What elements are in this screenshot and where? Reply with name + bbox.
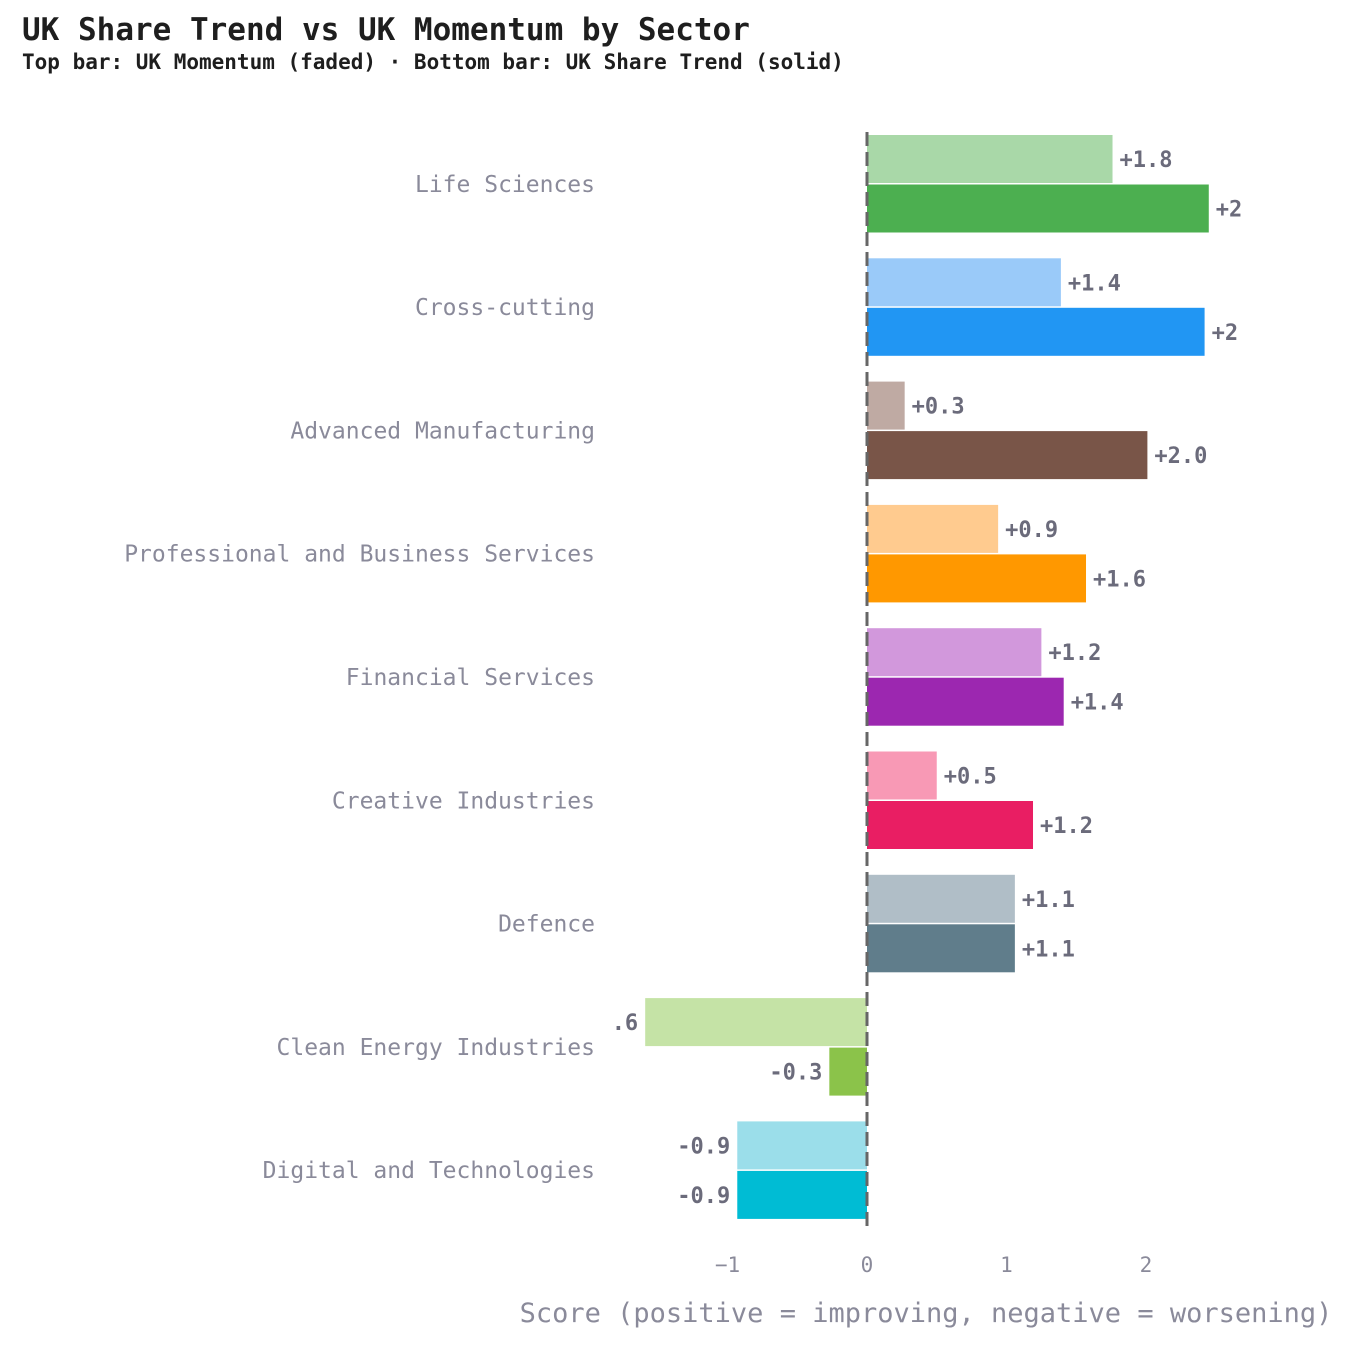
momentum-bar [867,751,937,800]
category-label: Life Sciences [415,172,595,198]
momentum-bar [867,381,905,430]
category-label: Digital and Technologies [263,1158,595,1184]
chart-title: UK Share Trend vs UK Momentum by Sector [22,12,750,48]
category-label: Financial Services [346,665,595,691]
value-label: +1.4 [1068,271,1121,296]
x-tick-label: −1 [715,1253,740,1277]
momentum-bar [867,135,1113,183]
value-label: +0.5 [944,765,997,790]
category-label: Creative Industries [332,788,595,814]
bars-group [645,135,1209,1219]
chart-subtitle: Top bar: UK Momentum (faded) · Bottom ba… [22,50,844,74]
value-labels: +1.8 +2 +1.4 +2 +0.3 +2.0 +0.9 +1.6 +1.2 +1.4 +0.5… [612,148,1243,1209]
momentum-bar [645,998,867,1047]
category-labels: Life Sciences Cross-cutting Advanced Manuf… [124,172,595,1184]
momentum-bar [867,628,1042,677]
share-trend-bar [867,307,1205,356]
x-axis-label: Score (positive = improving, negative = … [520,1298,1333,1329]
value-label: +1.1 [1022,888,1075,913]
value-label: +2.0 [1154,444,1207,469]
value-label: +1.6 [1093,567,1146,592]
share-trend-bar [867,431,1148,480]
value-label: +0.9 [1005,518,1058,543]
share-trend-bar [867,554,1087,603]
share-trend-bar [867,801,1034,849]
share-trend-bar [867,924,1015,973]
value-label: +2 [1216,198,1243,223]
value-label: +1.4 [1071,691,1124,716]
value-label: +2 [1212,321,1239,346]
value-label: +1.8 [1120,148,1173,173]
value-label: -0.3 [769,1061,822,1086]
share-trend-bar [829,1047,867,1096]
value-label: +0.3 [912,395,965,420]
x-tick-label: 2 [1140,1253,1153,1277]
share-trend-bar [737,1170,867,1219]
category-label: Advanced Manufacturing [290,418,595,444]
value-label: -0.9 [677,1134,730,1159]
momentum-bar [867,258,1061,307]
category-label: Professional and Business Services [124,542,595,568]
x-tick-label: 1 [1000,1253,1013,1277]
share-trend-bar [867,184,1209,233]
category-label: Clean Energy Industries [277,1035,596,1061]
value-label: -0.9 [677,1184,730,1209]
momentum-bar [867,874,1015,923]
value-label: +1.1 [1022,937,1075,962]
value-label: +1.2 [1048,641,1101,666]
momentum-bar [737,1121,867,1170]
category-label: Cross-cutting [415,295,595,321]
momentum-bar [867,504,999,553]
x-axis-ticks: −1 0 1 2 [715,1253,1152,1277]
value-label: .6 [612,1011,639,1036]
x-tick-label: 0 [861,1253,874,1277]
value-label: +1.2 [1040,814,1093,839]
category-label: Defence [498,912,595,938]
share-trend-bar [867,677,1064,726]
